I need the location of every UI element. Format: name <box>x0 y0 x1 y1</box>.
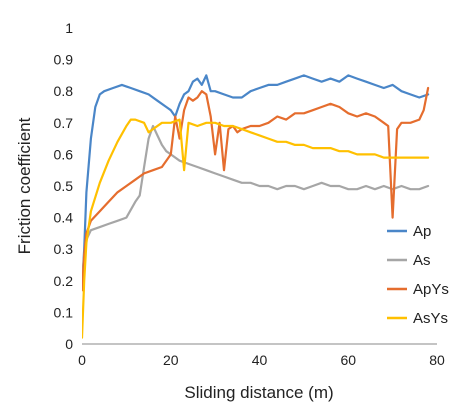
y-tick-label: 0.3 <box>54 241 74 257</box>
y-tick-label: 0.4 <box>54 210 74 226</box>
legend-label-asys: AsYs <box>413 310 448 327</box>
x-tick-label: 80 <box>429 352 445 368</box>
x-tick-label: 0 <box>78 352 86 368</box>
y-tick-label: 0.1 <box>54 304 74 320</box>
series-line-asys <box>82 118 430 339</box>
legend-label-ap: Ap <box>413 223 431 240</box>
series-line-as <box>82 124 430 282</box>
legend-label-apys: ApYs <box>413 281 449 298</box>
y-tick-label: 0.7 <box>54 115 74 131</box>
y-tick-label: 0.6 <box>54 146 74 162</box>
y-tick-label: 0.5 <box>54 178 74 194</box>
x-tick-label: 20 <box>163 352 179 368</box>
series-line-ap <box>82 74 430 289</box>
x-tick-label: 40 <box>252 352 268 368</box>
y-tick-label: 0.8 <box>54 83 74 99</box>
x-axis-title: Sliding distance (m) <box>184 383 333 402</box>
series-layer <box>82 74 430 339</box>
legend: Ap As ApYs AsYs <box>387 223 449 327</box>
legend-label-as: As <box>413 252 431 269</box>
ticks-layer: 0 20 40 60 80 0 0.1 0.2 0.3 0.4 0.5 0.6 0.7 0.8 0.9 1 <box>54 20 445 368</box>
y-axis-title: Friction coefficient <box>15 117 34 254</box>
x-tick-label: 60 <box>340 352 356 368</box>
y-tick-label: 1 <box>65 20 73 36</box>
y-tick-label: 0.2 <box>54 273 74 289</box>
y-tick-label: 0.9 <box>54 52 74 68</box>
y-tick-label: 0 <box>65 336 73 352</box>
